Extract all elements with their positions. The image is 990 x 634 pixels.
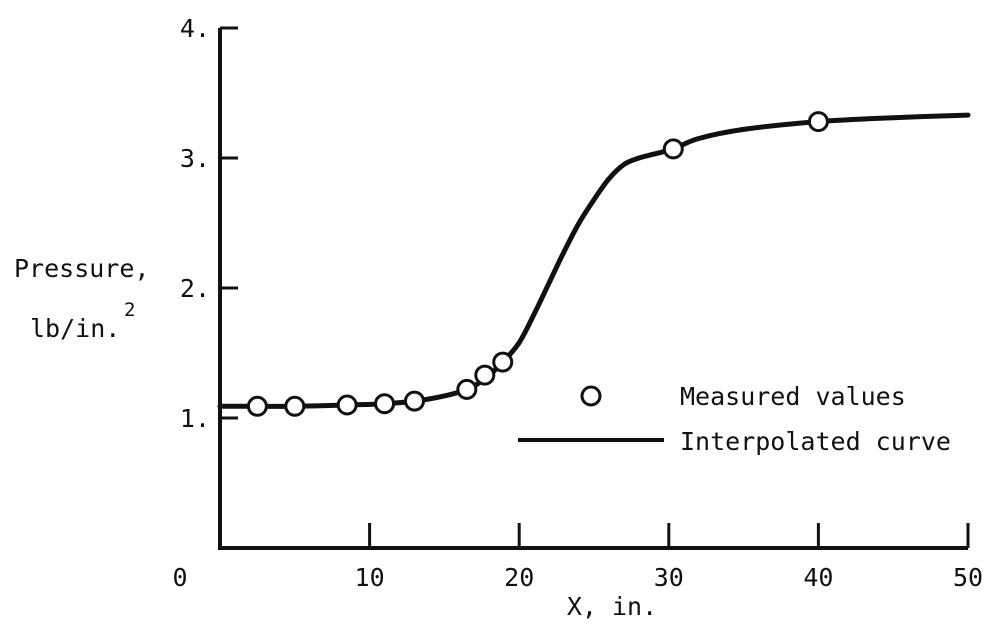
measured-point [807,111,829,133]
measured-point [374,393,396,415]
measured-point [456,378,478,400]
measured-point [474,364,496,386]
measured-point [284,395,306,417]
legend-label-measured: Measured values [680,382,906,411]
interpolated-curve-line [217,112,971,409]
legend: Measured values Interpolated curve [518,382,951,456]
y-tick-label: 2. [180,274,210,303]
x-tick-label: 0 [172,563,187,592]
y-ticks: 1. 2. 3. 4. [180,14,238,433]
interpolated-curve-series [217,112,971,409]
x-axis-title: X, in. [567,592,657,621]
x-tick-label: 10 [355,563,385,592]
x-ticks: 0 10 20 30 40 50 [172,523,983,592]
legend-marker-measured [580,385,602,407]
y-axis-title-superscript: 2 [124,299,135,321]
legend-label-interpolated: Interpolated curve [680,427,951,456]
measured-point [662,138,684,160]
measured-point [403,390,425,412]
x-tick-label: 30 [654,563,684,592]
x-tick-label: 20 [504,563,534,592]
measured-point [492,351,514,373]
y-axis-title-line2: lb/in. [30,314,120,343]
x-tick-label: 40 [803,563,833,592]
measured-point [246,395,268,417]
y-tick-label: 4. [180,14,210,43]
measured-point [336,394,358,416]
y-tick-label: 1. [180,404,210,433]
axes [218,28,968,550]
measured-values-series [246,111,829,417]
y-tick-label: 3. [180,144,210,173]
y-axis-title-line1: Pressure, [14,254,149,283]
x-tick-label: 50 [953,563,983,592]
